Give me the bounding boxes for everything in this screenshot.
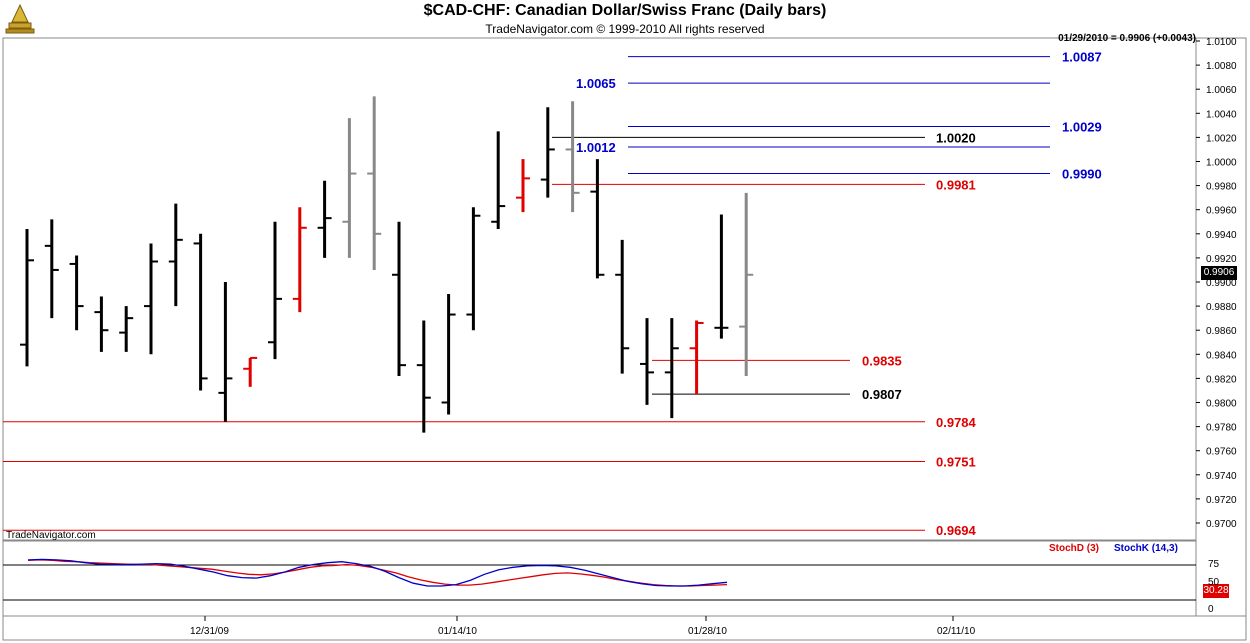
price-tick-label: 0.9980	[1206, 182, 1237, 193]
date-label-1: 12/31/09	[190, 626, 229, 637]
ohlc-bar	[218, 282, 233, 422]
stoch-panel-frame	[2, 540, 1197, 617]
level-label: 0.9694	[936, 523, 977, 538]
current-price-box: 0.9906	[1201, 266, 1237, 280]
stochastic-panel	[3, 558, 1196, 601]
price-tick-label: 1.0000	[1206, 158, 1237, 169]
ohlc-bar	[714, 214, 729, 339]
price-tick-label: 0.9920	[1206, 254, 1237, 265]
ohlc-bar	[94, 296, 109, 352]
stochk-line	[27, 558, 728, 587]
level-label: 1.0029	[1062, 120, 1102, 135]
price-tick-label: 1.0100	[1206, 37, 1237, 48]
price-tick-label: 0.9840	[1206, 350, 1237, 361]
ohlc-bar	[268, 221, 282, 360]
price-tick-label: 1.0020	[1206, 133, 1237, 144]
level-label: 0.9807	[862, 387, 902, 402]
ohlc-bar	[367, 96, 382, 270]
ohlc-bar	[640, 318, 654, 405]
price-tick-label: 0.9880	[1206, 302, 1237, 313]
price-tick-label: 1.0060	[1206, 85, 1237, 96]
ohlc-bar	[168, 203, 183, 307]
price-tick-label: 0.9940	[1206, 230, 1237, 241]
axis-panel-frame	[1195, 37, 1247, 617]
level-label: 0.9835	[862, 353, 902, 368]
price-tick-label: 0.9780	[1206, 423, 1237, 434]
stochk-legend: StochK (14,3)	[1114, 543, 1178, 554]
price-panel-frame	[2, 37, 1197, 541]
price-tick-label: 1.0040	[1206, 109, 1237, 120]
trade-navigator-logo-icon	[5, 3, 35, 34]
price-tick-label: 0.9900	[1206, 278, 1237, 289]
ohlc-bar	[664, 318, 679, 419]
chart-subtitle: TradeNavigator.com © 1999-2010 All right…	[485, 22, 765, 36]
level-label: 0.9990	[1062, 167, 1102, 182]
stoch-tick-0: 0	[1208, 604, 1214, 615]
ohlc-bar	[342, 118, 357, 258]
price-tick-label: 0.9740	[1206, 471, 1237, 482]
ohlc-bar	[689, 320, 704, 395]
ohlc-bar	[392, 221, 406, 376]
ohlc-bar	[292, 207, 307, 313]
ohlc-bar	[144, 243, 158, 355]
ohlc-bar	[69, 255, 84, 331]
date-axis	[204, 616, 954, 621]
level-label: 0.9981	[936, 177, 976, 192]
level-label: 0.9751	[936, 455, 976, 470]
ohlc-bar	[44, 219, 59, 319]
ohlc-bar	[615, 239, 630, 374]
price-tick-label: 0.9960	[1206, 206, 1237, 217]
price-tick-label: 0.9720	[1206, 495, 1237, 506]
price-tick-label: 0.9800	[1206, 399, 1237, 410]
ohlc-bar	[739, 192, 754, 376]
ohlc-bar	[193, 233, 208, 391]
ohlc-bar	[119, 306, 134, 352]
date-label-4: 02/11/10	[937, 626, 976, 637]
ohlc-bar	[243, 356, 258, 387]
level-label: 1.0012	[576, 140, 616, 155]
price-tick-label: 0.9760	[1206, 447, 1237, 458]
level-label: 1.0087	[1062, 50, 1102, 65]
support-resistance-levels: 1.0087 1.0065 1.0029 1.0020 1.0012 0.9990 0.99…	[3, 50, 1102, 538]
ohlc-bar	[441, 294, 456, 415]
ohlc-bar	[590, 159, 605, 279]
ohlc-bar	[466, 207, 481, 331]
price-tick-label: 0.9700	[1206, 519, 1237, 530]
price-tick-label: 0.9860	[1206, 326, 1237, 337]
ohlc-bars	[20, 96, 754, 433]
date-label-3: 01/28/10	[688, 626, 727, 637]
chart-title: $CAD-CHF: Canadian Dollar/Swiss Franc (D…	[423, 2, 827, 19]
ohlc-bar	[516, 159, 530, 213]
stoch-tick-75: 75	[1208, 559, 1220, 570]
stochd-legend: StochD (3)	[1049, 543, 1099, 554]
level-label: 0.9784	[936, 415, 977, 430]
ohlc-bar	[416, 320, 431, 433]
ohlc-bar	[565, 101, 580, 213]
ohlc-bar	[20, 228, 34, 367]
level-label: 1.0065	[576, 76, 616, 91]
price-tick-label: 0.9820	[1206, 374, 1237, 385]
level-label: 1.0020	[936, 130, 976, 145]
ohlc-bar	[317, 180, 332, 258]
chart-frames	[2, 37, 1247, 641]
price-tick-label: 1.0080	[1206, 61, 1237, 72]
price-axis: 1.0100 1.0080 1.0060 1.0040 1.0020 1.0000 0.99…	[1196, 37, 1237, 530]
date-panel-frame	[2, 615, 1247, 641]
stoch-tick-50: 50	[1208, 577, 1220, 588]
date-label-2: 01/14/10	[438, 626, 477, 637]
ohlc-bar	[491, 131, 506, 229]
ohlc-bar	[540, 107, 555, 198]
watermark: TradeNavigator.com	[6, 530, 96, 541]
stoch-value-box: 30.28	[1203, 584, 1229, 598]
last-value-readout: 01/29/2010 = 0.9906 (+0.0043)	[1058, 33, 1196, 44]
